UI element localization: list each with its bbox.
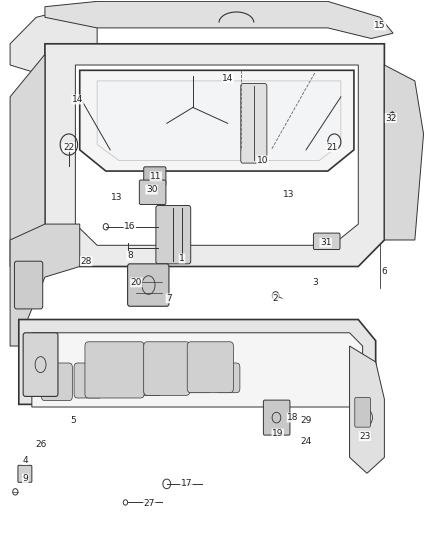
Text: 32: 32 [385,114,396,123]
Text: 31: 31 [320,238,332,247]
Text: 9: 9 [22,474,28,483]
Text: 27: 27 [144,499,155,508]
Text: 17: 17 [180,479,192,488]
FancyBboxPatch shape [187,363,212,393]
Text: 10: 10 [257,156,268,165]
Text: 19: 19 [272,429,283,438]
Text: 7: 7 [166,294,172,303]
FancyBboxPatch shape [127,264,169,306]
Polygon shape [45,2,393,38]
FancyBboxPatch shape [42,363,72,401]
FancyBboxPatch shape [314,233,340,249]
Text: 30: 30 [146,185,157,194]
FancyBboxPatch shape [144,167,166,186]
FancyBboxPatch shape [263,400,290,435]
Text: 11: 11 [150,172,162,181]
Text: 13: 13 [111,193,123,202]
Text: 6: 6 [381,268,387,276]
Text: 21: 21 [326,143,338,152]
Polygon shape [75,65,358,245]
Text: 14: 14 [72,95,83,104]
Text: 8: 8 [127,252,133,261]
Text: 4: 4 [22,456,28,465]
FancyBboxPatch shape [105,360,133,395]
Text: 2: 2 [273,294,279,303]
Text: 26: 26 [35,440,46,449]
FancyBboxPatch shape [215,363,240,393]
Polygon shape [10,54,45,266]
Text: 13: 13 [283,190,294,199]
Text: 23: 23 [359,432,371,441]
Text: 24: 24 [300,437,312,446]
FancyBboxPatch shape [135,363,162,395]
FancyBboxPatch shape [241,84,267,163]
Text: 29: 29 [300,416,312,425]
Text: 28: 28 [81,257,92,265]
Text: 14: 14 [222,74,233,83]
Polygon shape [350,346,385,473]
Polygon shape [10,7,97,76]
FancyBboxPatch shape [85,342,144,398]
FancyBboxPatch shape [355,398,371,427]
FancyBboxPatch shape [14,261,43,309]
Text: 15: 15 [374,21,386,30]
FancyBboxPatch shape [23,333,58,397]
FancyBboxPatch shape [156,206,191,264]
FancyBboxPatch shape [144,342,190,395]
Polygon shape [10,224,80,346]
Polygon shape [97,81,341,160]
Text: 1: 1 [179,254,185,263]
FancyBboxPatch shape [74,363,103,398]
FancyBboxPatch shape [18,465,32,482]
Polygon shape [32,333,363,407]
Text: 16: 16 [124,222,135,231]
Text: 20: 20 [131,278,142,287]
Text: 18: 18 [287,413,299,422]
Text: 22: 22 [63,143,74,152]
Polygon shape [80,70,354,171]
Text: 5: 5 [71,416,76,425]
Polygon shape [19,319,376,405]
FancyBboxPatch shape [161,363,185,393]
Polygon shape [45,44,385,266]
FancyBboxPatch shape [187,342,233,393]
FancyBboxPatch shape [139,180,166,205]
Polygon shape [385,65,424,240]
Text: 3: 3 [312,278,318,287]
